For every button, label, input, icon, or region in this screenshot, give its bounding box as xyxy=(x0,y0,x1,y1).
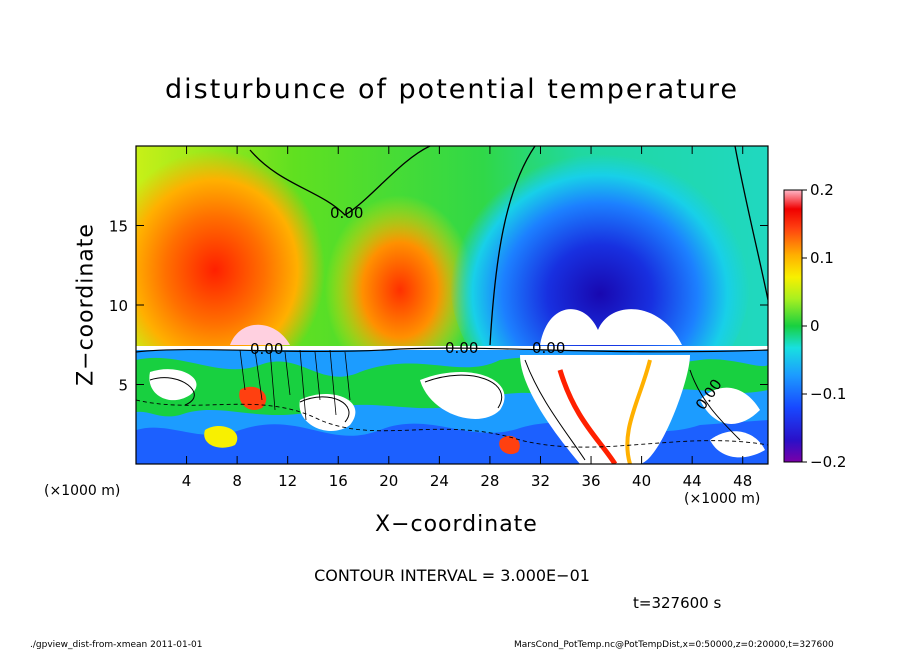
x-tick-label: 36 xyxy=(581,472,600,490)
x-tick-label: 12 xyxy=(278,472,297,490)
time-stamp: t=327600 s xyxy=(633,594,722,612)
x-axis-unit-right: (×1000 m) xyxy=(684,491,761,507)
y-tick-label: 5 xyxy=(118,377,128,395)
chart-title: disturbunce of potential temperature xyxy=(165,74,739,105)
x-axis: 4 8 12 16 20 24 28 32 36 40 44 48 xyxy=(182,146,752,490)
x-tick-label: 44 xyxy=(683,472,702,490)
y-axis-label: Z−coordinate xyxy=(73,223,99,386)
contour-label: 0.00 xyxy=(445,339,478,357)
x-axis-unit-left: (×1000 m) xyxy=(44,483,121,499)
x-tick-label: 8 xyxy=(232,472,242,490)
x-tick-label: 20 xyxy=(379,472,398,490)
colorbar-tick-label: −0.2 xyxy=(810,453,846,471)
colorbar-tick-label: −0.1 xyxy=(810,385,846,403)
footer-script-info: ./gpview_dist-from-xmean 2011-01-01 xyxy=(30,640,203,650)
x-tick-label: 40 xyxy=(632,472,651,490)
x-tick-label: 4 xyxy=(182,472,192,490)
footer-data-source: MarsCond_PotTemp.nc@PotTempDist,x=0:5000… xyxy=(514,640,834,650)
y-tick-label: 15 xyxy=(109,218,128,236)
colorbar-axis: 0.2 0.1 0 −0.1 −0.2 xyxy=(802,181,846,471)
contour-label: 0.00 xyxy=(330,204,363,222)
x-tick-label: 48 xyxy=(733,472,752,490)
x-tick-label: 32 xyxy=(531,472,550,490)
field-image xyxy=(136,146,768,464)
y-tick-label: 10 xyxy=(109,297,128,315)
colorbar-tick-label: 0.1 xyxy=(810,249,834,267)
colorbar-gradient xyxy=(784,190,802,462)
contour-label: 0.00 xyxy=(532,339,565,357)
contour-interval-text: CONTOUR INTERVAL = 3.000E−01 xyxy=(314,566,590,585)
x-tick-label: 24 xyxy=(430,472,449,490)
x-axis-label: X−coordinate xyxy=(375,512,538,537)
x-tick-label: 16 xyxy=(329,472,348,490)
colorbar-tick-label: 0 xyxy=(810,317,820,335)
contour-label: 0.00 xyxy=(250,340,283,358)
y-axis: 5 10 15 xyxy=(109,218,768,395)
colorbar-tick-label: 0.2 xyxy=(810,181,834,199)
x-tick-label: 28 xyxy=(480,472,499,490)
